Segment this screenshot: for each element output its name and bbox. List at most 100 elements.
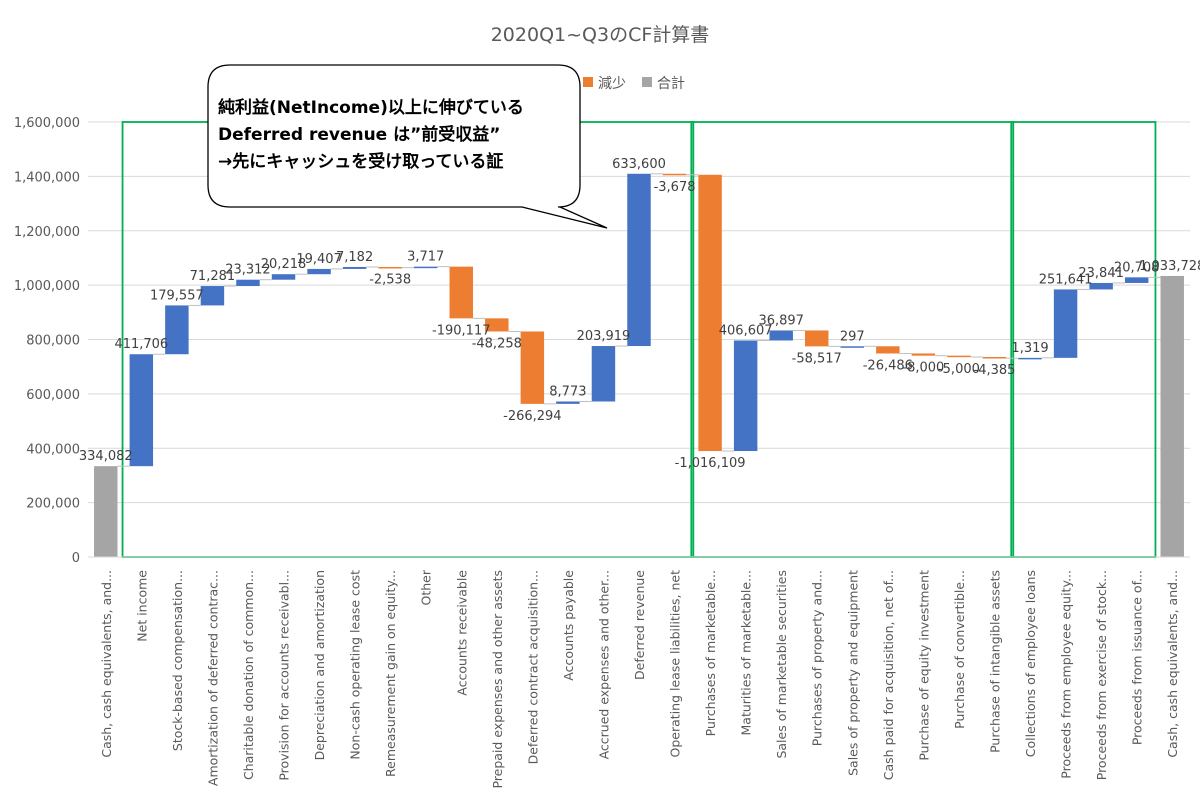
y-tick-label: 1,000,000 [14,279,80,294]
x-tick-label: Provision for accounts receivabl... [277,570,292,781]
data-label: 411,706 [114,337,168,352]
bar [1124,277,1149,283]
bar [1018,357,1042,360]
bar [947,355,971,358]
data-label: 1,319 [1011,341,1048,356]
bar [485,318,509,332]
y-tick-label: 1,200,000 [14,225,80,240]
y-tick-label: 0 [72,551,80,566]
bar [449,266,473,319]
bar [1089,282,1113,290]
bar [556,401,580,404]
bar [94,466,118,557]
data-labels: 334,082411,706179,55771,28123,31220,2181… [79,157,1200,471]
x-tick-label: Stock-based compensation... [170,570,185,751]
bar [342,266,367,269]
y-tick-label: 1,400,000 [14,170,80,185]
bar [165,305,189,355]
data-label: 334,082 [79,449,133,464]
data-label: -26,486 [863,358,913,373]
data-label: -4,385 [974,363,1016,378]
legend-label-decrease: 減少 [598,75,626,92]
bar [876,346,900,354]
bar [662,173,687,176]
legend-label-total: 合計 [657,76,685,92]
x-tick-label: Cash, cash equivalents, and... [99,570,114,758]
bar [840,346,865,348]
data-label: 20,708 [1114,260,1160,275]
bar [378,266,402,269]
bar [271,274,296,280]
x-tick-label: Proceeds from exercise of stock... [1094,570,1109,780]
x-tick-label: Purchase of equity investment [916,570,931,761]
bar [805,330,829,347]
data-label: 7,182 [336,250,373,265]
data-label: -266,294 [503,409,561,424]
y-tick-label: 200,000 [26,497,80,512]
x-tick-label: Other [419,569,434,605]
x-tick-label: Net income [134,570,149,642]
callout-line-1: 純利益(NetIncome)以上に伸びている [218,98,524,118]
x-tick-label: Remeasurement gain on equity... [383,570,398,777]
data-label: 3,717 [407,250,444,265]
bar [698,174,722,452]
x-tick-label: Cash paid for acquisition, net of... [881,570,896,780]
data-label: -48,258 [472,336,522,351]
data-label: -1,016,109 [675,456,746,471]
x-tick-label: Non-cash operating lease cost [348,570,363,760]
x-tick-label: Depreciation and amortization [312,570,327,760]
legend: 減少 合計 [583,75,685,92]
chart-title: 2020Q1~Q3のCF計算書 [491,24,710,46]
callout-bubble [207,64,608,229]
data-label: 36,897 [758,313,804,328]
data-label: 1,033,728 [1139,259,1200,274]
callout-line-3: →先にキャッシュを受け取っている証 [218,152,504,172]
bars [94,173,1184,557]
x-tick-label: Collections of employee loans [1023,570,1038,757]
y-tick-label: 800,000 [26,334,80,349]
data-label: -58,517 [792,351,842,366]
x-tick-label: Deferred revenue [632,570,647,680]
y-tick-label: 600,000 [26,388,80,403]
bar [1053,289,1078,358]
x-tick-label: Cash, cash equivalents, and... [1165,570,1180,758]
x-tick-label: Operating lease liabilities, net [668,570,683,758]
x-tick-label: Purchases of property and... [810,570,825,746]
x-tick-label: Accounts payable [561,570,576,681]
data-label: 23,312 [225,263,271,278]
x-tick-label: Sales of property and equipment [845,570,860,776]
bar [520,331,545,404]
data-label: 406,607 [719,323,773,338]
data-label: -190,117 [432,323,490,338]
callout-line-2: Deferred revenue は”前受収益” [218,125,501,145]
bar [200,286,225,306]
x-tick-label: Proceeds from employee equity... [1059,570,1074,779]
x-tick-label: Maturities of marketable... [739,570,754,736]
x-tick-label: Amortization of deferred contrac... [205,570,220,786]
x-tick-label: Purchase of convertible... [952,570,967,729]
x-tick-label: Sales of marketable securities [774,570,789,759]
y-tick-label: 400,000 [26,442,80,457]
data-label: 20,218 [261,257,307,272]
bar [733,340,758,452]
y-tick-label: 1,600,000 [14,116,80,131]
callout-text: 純利益(NetIncome)以上に伸びている Deferred revenue … [208,65,580,205]
data-label: 297 [840,329,865,344]
x-tick-label: Purchase of intangible assets [987,570,1002,753]
x-axis: Cash, cash equivalents, and... Net income… [88,556,1190,789]
data-label: -8,000 [902,361,944,376]
bar [236,279,260,287]
bar [129,354,154,467]
bar [591,346,616,402]
x-tick-label: Prepaid expenses and other assets [490,570,505,789]
bar [1160,275,1184,557]
x-tick-label: Proceeds from issuance of... [1130,570,1145,745]
data-label: 179,557 [150,288,204,303]
data-label: 251,641 [1039,272,1093,287]
bar [982,357,1007,359]
legend-swatch-decrease [583,77,593,87]
bar [307,268,331,275]
data-label: 23,841 [1078,266,1124,281]
x-tick-label: Accrued expenses and other... [596,570,611,759]
x-tick-label: Charitable donation of common... [241,570,256,780]
